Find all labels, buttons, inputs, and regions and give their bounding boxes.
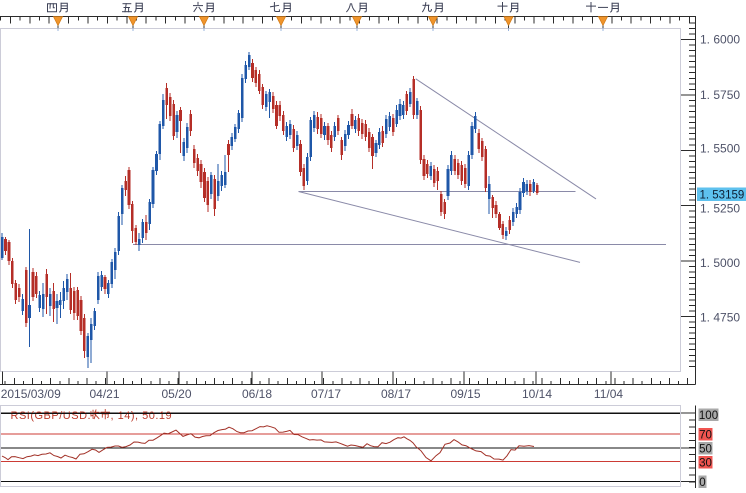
svg-text:05/20: 05/20 [161, 387, 191, 401]
svg-text:0: 0 [699, 477, 705, 488]
svg-text:10/14: 10/14 [522, 387, 552, 401]
svg-text:1. 5500: 1. 5500 [700, 142, 740, 156]
svg-text:1. 4750: 1. 4750 [700, 311, 740, 325]
svg-text:04/21: 04/21 [89, 387, 119, 401]
svg-text:11/04: 11/04 [594, 387, 623, 401]
svg-text:1. 5250: 1. 5250 [700, 202, 740, 216]
svg-text:07/17: 07/17 [311, 387, 341, 401]
svg-text:100: 100 [699, 410, 718, 422]
svg-text:1. 53159: 1. 53159 [700, 189, 745, 201]
svg-text:09/15: 09/15 [450, 387, 480, 401]
svg-text:1. 5000: 1. 5000 [700, 256, 740, 270]
svg-text:30: 30 [699, 458, 712, 470]
svg-text:1. 5750: 1. 5750 [700, 88, 740, 102]
svg-text:2015/03/09: 2015/03/09 [1, 387, 61, 401]
svg-text:, 14), 50.19: , 14), 50.19 [111, 410, 173, 422]
svg-text:08/17: 08/17 [381, 387, 411, 401]
svg-text:50: 50 [699, 444, 712, 456]
svg-text:1. 6000: 1. 6000 [700, 33, 740, 47]
svg-text:70: 70 [699, 430, 712, 442]
svg-text:RSI(GBP/USD.: RSI(GBP/USD. [11, 410, 92, 422]
svg-text:06/18: 06/18 [242, 387, 272, 401]
